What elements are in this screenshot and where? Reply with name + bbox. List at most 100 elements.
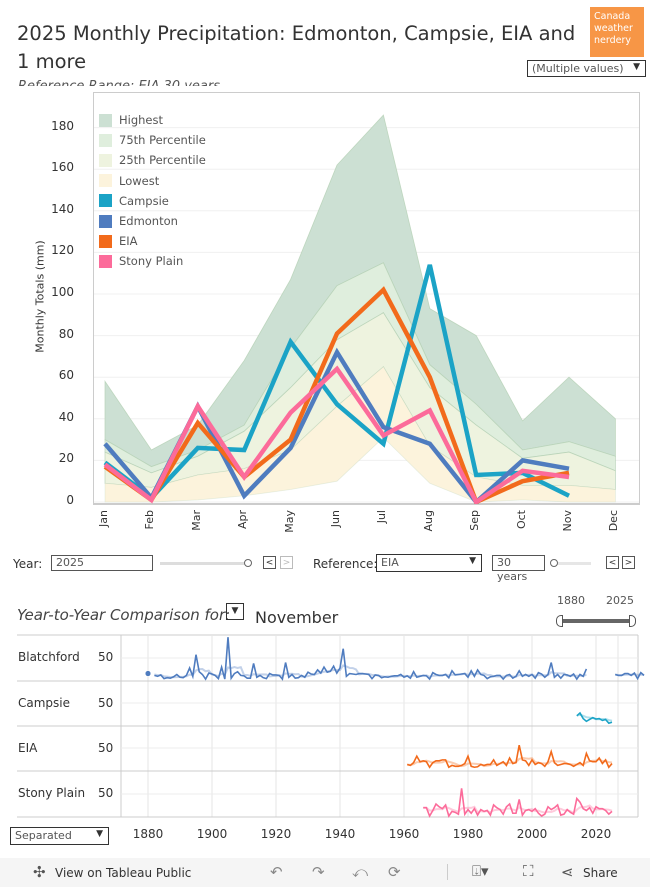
year-input[interactable]: 2025: [51, 555, 153, 571]
legend-label: 75th Percentile: [119, 133, 206, 148]
x-tick-label: Oct: [514, 510, 528, 530]
period-next-button[interactable]: >: [622, 556, 635, 569]
month-dropdown[interactable]: ▼: [226, 603, 244, 620]
download-icon[interactable]: ⍗▾: [472, 862, 489, 880]
row-label: Blatchford: [18, 650, 80, 664]
x-tick-label: Aug: [421, 510, 435, 532]
toolbar-divider: [447, 864, 448, 880]
view-on-tableau-link[interactable]: View on Tableau Public: [55, 866, 192, 880]
legend-item[interactable]: Lowest: [99, 171, 206, 191]
legend-item[interactable]: Highest: [99, 110, 206, 130]
subtitle: Reference Range: EIA 30 years: [18, 76, 220, 86]
main-chart-svg: [94, 114, 639, 504]
year-range-slider[interactable]: [562, 619, 632, 623]
period-input[interactable]: 30 years: [492, 555, 545, 583]
legend-item[interactable]: Stony Plain: [99, 251, 206, 271]
undo-icon[interactable]: ↶: [270, 863, 283, 881]
period-prev-button[interactable]: <: [606, 556, 619, 569]
row-label: Stony Plain: [18, 786, 86, 800]
x-tick-label: 2020: [580, 827, 612, 841]
reference-value: EIA: [381, 556, 399, 569]
legend-item[interactable]: Edmonton: [99, 211, 206, 231]
legend-label: Stony Plain: [119, 254, 184, 269]
redo-icon[interactable]: ↷: [312, 863, 325, 881]
logo[interactable]: Canada weather nerdery: [590, 7, 644, 57]
x-tick-label: Jul: [375, 510, 389, 524]
x-tick-label: 1920: [260, 827, 292, 841]
x-tick-label: 1940: [324, 827, 356, 841]
legend-swatch: [99, 214, 112, 228]
x-tick-label: May: [282, 510, 296, 533]
revert-icon[interactable]: ⤺: [352, 863, 369, 881]
x-tick-label: Mar: [189, 510, 203, 531]
legend-item[interactable]: 25th Percentile: [99, 150, 206, 170]
comparison-label: Year-to-Year Comparison for:: [17, 606, 231, 624]
series-line-blatchford[interactable]: [154, 637, 588, 681]
series-line-campsie[interactable]: [103, 264, 570, 501]
legend-label: Campsie: [119, 193, 169, 208]
row-tick-label: 50: [98, 741, 114, 755]
y-tick-label: 60: [58, 368, 74, 383]
legend-swatch: [99, 194, 112, 208]
tableau-logo-icon: ✣: [33, 863, 46, 881]
legend-label: 25th Percentile: [119, 153, 206, 168]
series-line-eia[interactable]: [406, 744, 613, 769]
y-tick-label: 100: [51, 285, 74, 299]
legend-item[interactable]: Campsie: [99, 191, 206, 211]
year-slider-handle[interactable]: [244, 559, 252, 567]
year-prev-button[interactable]: <: [263, 556, 276, 569]
x-tick-label: 1880: [132, 827, 164, 841]
series-line-blatchford-point[interactable]: [145, 671, 151, 677]
x-tick-label: 1980: [452, 827, 484, 841]
station-filter-value: (Multiple values): [532, 62, 624, 75]
chevron-down-icon: ▼: [96, 829, 103, 839]
x-tick-label: 1960: [388, 827, 420, 841]
fullscreen-icon[interactable]: ⛶: [523, 862, 534, 880]
chevron-down-icon: ▼: [633, 62, 640, 72]
row-label: Campsie: [18, 696, 71, 710]
chevron-down-icon: ▼: [231, 606, 239, 616]
x-tick-label: Apr: [236, 510, 250, 530]
legend-item[interactable]: 75th Percentile: [99, 130, 206, 150]
page-title: 2025 Monthly Precipitation: Edmonton, Ca…: [17, 22, 576, 73]
range-end-handle[interactable]: [629, 615, 636, 627]
year-label: Year:: [13, 557, 43, 571]
legend-item[interactable]: EIA: [99, 231, 206, 251]
row-tick-label: 50: [98, 786, 114, 800]
range-start-handle[interactable]: [556, 615, 563, 627]
refresh-icon[interactable]: ⟳: [388, 863, 401, 881]
legend: Highest 75th Percentile 25th Percentile Low…: [99, 110, 206, 272]
series-line-eia[interactable]: [103, 286, 570, 504]
y-tick-label: 120: [51, 243, 74, 258]
period-slider[interactable]: [551, 562, 591, 565]
series-line-campsie[interactable]: [576, 711, 613, 725]
series-line-blatchford[interactable]: [614, 671, 645, 681]
share-button[interactable]: Share: [583, 866, 618, 880]
station-filter-dropdown[interactable]: (Multiple values) ▼: [527, 60, 646, 77]
x-tick-label: Dec: [607, 510, 621, 532]
y-tick-label: 0: [66, 493, 74, 507]
reference-dropdown[interactable]: EIA ▼: [376, 554, 482, 572]
x-tick-label: Jan: [97, 510, 110, 527]
row-tick-label: 50: [98, 650, 114, 664]
x-tick-label: 1900: [196, 827, 228, 841]
comparison-chart-svg: [17, 634, 645, 818]
main-chart: [93, 92, 640, 505]
legend-swatch: [99, 254, 112, 268]
series-line-stony-plain[interactable]: [103, 365, 570, 504]
series-line-stony-plain[interactable]: [423, 788, 613, 818]
reference-label: Reference:: [313, 557, 378, 571]
chevron-down-icon: ▼: [469, 556, 476, 566]
layout-dropdown[interactable]: Separated ▼: [10, 827, 109, 845]
toolbar: ✣ View on Tableau Public ↶ ↷ ⤺ ⟳ ⍗▾ ⛶ ⋖ …: [0, 858, 650, 887]
legend-swatch: [99, 174, 112, 188]
period-slider-handle[interactable]: [550, 559, 558, 567]
layout-value: Separated: [15, 829, 72, 842]
year-next-button[interactable]: >: [280, 556, 293, 569]
y-tick-label: 20: [58, 451, 74, 466]
share-icon[interactable]: ⋖: [561, 863, 574, 881]
year-slider[interactable]: [160, 562, 245, 565]
x-tick-label: Jun: [329, 510, 342, 528]
y-tick-label: 180: [51, 118, 74, 133]
